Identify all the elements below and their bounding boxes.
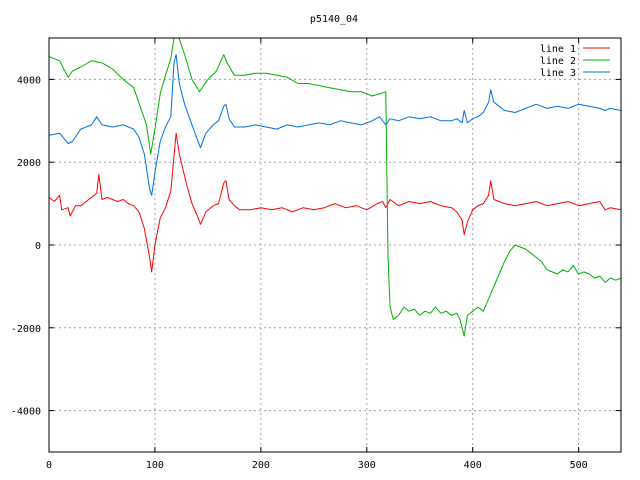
- legend-label: line 1: [540, 44, 576, 55]
- y-tick-label: 2000: [17, 158, 41, 169]
- x-tick-label: 200: [252, 460, 270, 471]
- series-line-1: [49, 132, 621, 273]
- series-line-3: [49, 54, 621, 196]
- y-tick-label: 4000: [17, 75, 41, 86]
- legend-label: line 3: [540, 68, 576, 79]
- x-tick-label: 500: [570, 460, 588, 471]
- y-tick-label: -4000: [11, 407, 41, 418]
- x-tick-label: 100: [146, 460, 164, 471]
- plot-area: [49, 38, 621, 337]
- grid: [49, 38, 621, 452]
- legend-label: line 2: [540, 56, 576, 67]
- x-tick-label: 300: [358, 460, 376, 471]
- x-tick-label: 0: [46, 460, 52, 471]
- axis-ticks: 0 100 200 300 400 500 -4000 -2000 0 2000 4000: [11, 38, 621, 471]
- y-tick-label: 0: [35, 241, 41, 252]
- chart-title: p5140_04: [310, 14, 358, 25]
- series-line-2: [49, 38, 621, 337]
- x-tick-label: 400: [464, 460, 482, 471]
- plot-frame: [48, 37, 622, 453]
- y-tick-label: -2000: [11, 324, 41, 335]
